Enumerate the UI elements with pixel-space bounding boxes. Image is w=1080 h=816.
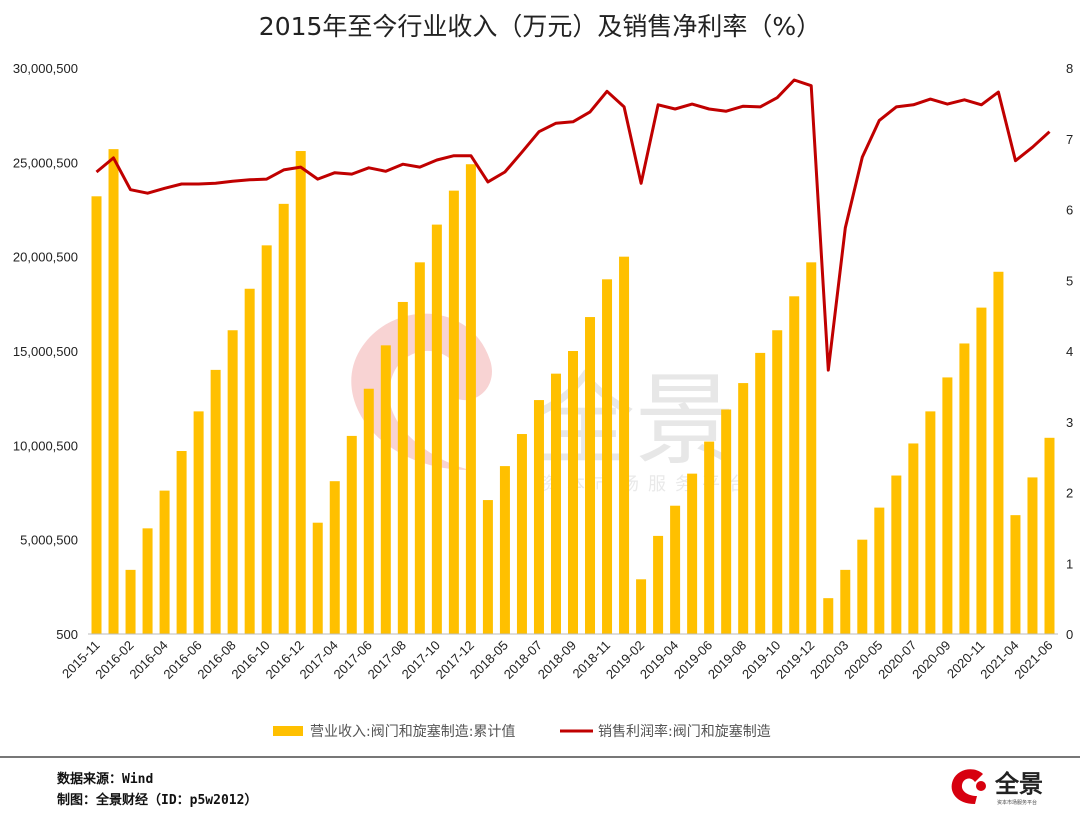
- right-axis: 0 1 2 3 4 5 6 7 8: [1066, 61, 1073, 642]
- bar: [193, 411, 204, 634]
- bar: [397, 301, 408, 634]
- brand-logo: 全景 资本市场服务平台: [951, 769, 1043, 806]
- bar: [414, 262, 425, 634]
- bar: [176, 451, 187, 634]
- bar: [925, 411, 936, 634]
- right-tick-label: 6: [1066, 203, 1073, 218]
- bar: [91, 196, 102, 634]
- bar: [1010, 515, 1021, 634]
- bar: [976, 307, 987, 634]
- left-tick-label: 15,000,500: [13, 344, 78, 359]
- bar: [687, 473, 698, 634]
- bar: [533, 400, 544, 634]
- bar: [482, 500, 493, 634]
- bar-series: [91, 149, 1055, 635]
- bar: [312, 522, 323, 634]
- bar: [874, 507, 885, 634]
- bar: [857, 539, 868, 634]
- combo-chart: 全景 资本市场服务平台 2015年至今行业收入（万元）及销售净利率（%） 500…: [13, 12, 1073, 740]
- left-tick-label: 20,000,500: [13, 250, 78, 265]
- bar: [602, 279, 613, 634]
- right-tick-label: 2: [1066, 486, 1073, 501]
- left-tick-label: 30,000,500: [13, 61, 78, 76]
- bar: [1027, 477, 1038, 634]
- right-tick-label: 3: [1066, 415, 1073, 430]
- right-tick-label: 0: [1066, 627, 1073, 642]
- bar: [363, 388, 374, 634]
- right-tick-label: 1: [1066, 556, 1073, 571]
- bar: [619, 256, 630, 634]
- legend-label-bar: 营业收入:阀门和旋塞制造:累计值: [310, 723, 515, 740]
- bar: [159, 490, 170, 634]
- bar: [448, 190, 459, 634]
- bar: [789, 296, 800, 634]
- left-tick-label: 25,000,500: [13, 155, 78, 170]
- bar: [772, 330, 783, 634]
- bar: [516, 434, 527, 634]
- right-tick-label: 7: [1066, 132, 1073, 147]
- left-tick-label: 500: [56, 627, 78, 642]
- x-tick-label: 2021-06: [1011, 638, 1055, 682]
- bar: [738, 383, 749, 634]
- legend: 营业收入:阀门和旋塞制造:累计值 销售利润率:阀门和旋塞制造: [273, 723, 771, 740]
- x-tick-label: 2018-09: [535, 638, 579, 682]
- legend-swatch-bar: [273, 726, 303, 736]
- bar: [755, 352, 766, 634]
- svg-text:全景: 全景: [994, 770, 1043, 798]
- left-axis: 500 5,000,500 10,000,500 15,000,500 20,000,5…: [13, 61, 78, 642]
- bar: [568, 351, 578, 634]
- right-tick-label: 8: [1066, 61, 1073, 76]
- bar: [585, 317, 596, 634]
- bar: [636, 579, 647, 634]
- bar: [108, 149, 119, 634]
- bar: [891, 475, 902, 634]
- bar: [244, 288, 255, 634]
- left-tick-label: 10,000,500: [13, 438, 78, 453]
- bar: [295, 151, 306, 634]
- logo-swirl-icon: [951, 769, 983, 804]
- bar: [261, 245, 272, 635]
- bar: [840, 569, 851, 634]
- x-axis: 2015-112016-022016-042016-062016-082016-…: [59, 638, 1056, 682]
- bar: [210, 369, 221, 634]
- x-tick-label: 2020-09: [909, 638, 953, 682]
- bar: [550, 373, 561, 634]
- bar: [721, 409, 732, 634]
- chart-maker: 制图：全景财经（ID：p5w2012）: [57, 793, 258, 808]
- bar: [653, 535, 664, 634]
- bar: [227, 330, 238, 634]
- bar: [1044, 437, 1055, 634]
- bar: [993, 271, 1004, 634]
- bar: [465, 164, 476, 634]
- footer-divider: [0, 756, 1080, 758]
- right-tick-label: 5: [1066, 273, 1073, 288]
- line-series: [95, 78, 1051, 372]
- bar: [908, 443, 919, 634]
- bar: [704, 441, 715, 634]
- bar: [125, 569, 136, 634]
- bar: [959, 343, 970, 634]
- legend-label-line: 销售利润率:阀门和旋塞制造: [598, 723, 771, 740]
- bar: [499, 466, 510, 634]
- bar: [942, 377, 953, 634]
- bar: [823, 598, 834, 634]
- left-tick-label: 5,000,500: [20, 533, 78, 548]
- bar: [670, 505, 681, 634]
- bar: [142, 528, 153, 634]
- chart-title: 2015年至今行业收入（万元）及销售净利率（%）: [259, 12, 821, 41]
- right-tick-label: 4: [1066, 344, 1073, 359]
- svg-text:资本市场服务平台: 资本市场服务平台: [997, 799, 1037, 806]
- bar: [346, 435, 357, 634]
- bar: [806, 262, 817, 634]
- bar: [431, 224, 442, 634]
- bar: [380, 345, 391, 634]
- data-source: 数据来源：Wind: [57, 772, 154, 787]
- bar: [329, 481, 340, 634]
- bar: [278, 203, 289, 634]
